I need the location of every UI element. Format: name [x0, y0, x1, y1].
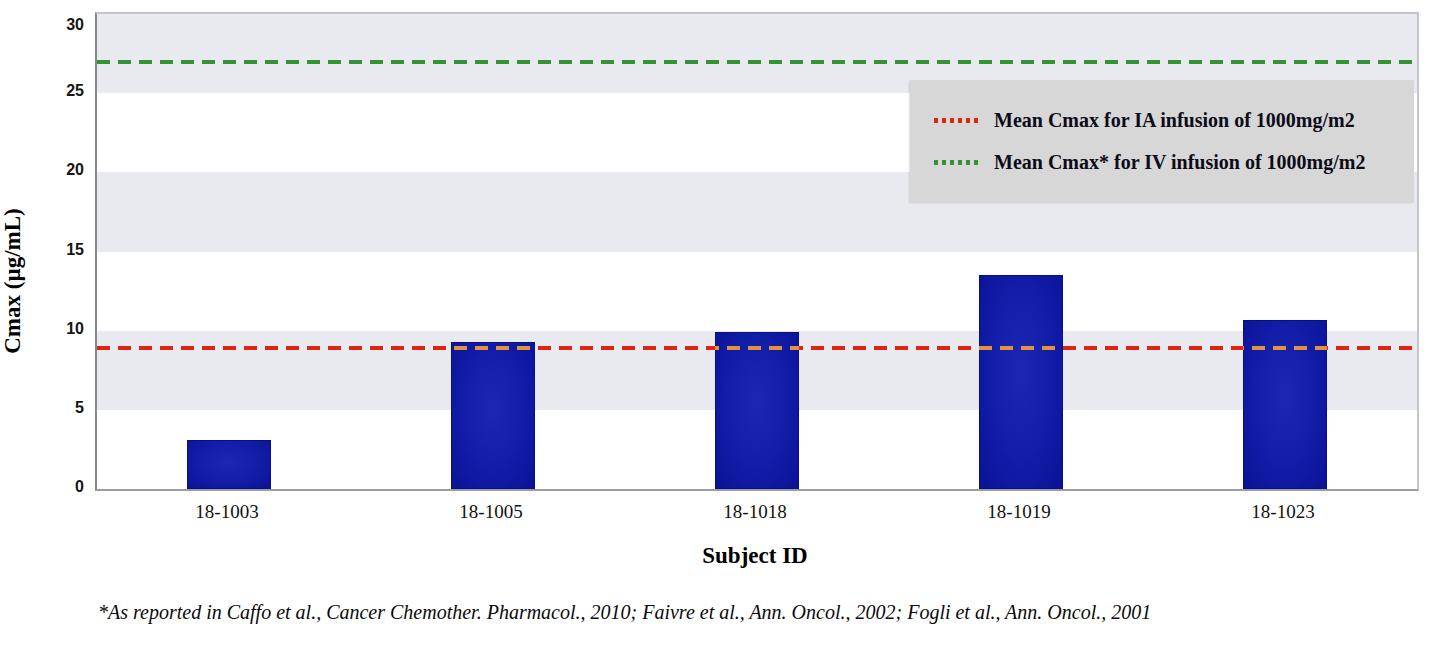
reference-line-over-bar: [979, 346, 1063, 350]
reference-line-over-bar: [451, 346, 535, 350]
chart-figure: Cmax (µg/mL) 051015202530 Mean Cmax for …: [0, 0, 1430, 655]
x-axis-tick-label: 18-1005: [359, 500, 623, 524]
bar-18-1005: [451, 342, 535, 489]
x-axis-tick-label: 18-1018: [623, 500, 887, 524]
y-axis-tick-label: 20: [0, 159, 84, 181]
x-axis-tick-label: 18-1019: [887, 500, 1151, 524]
legend-entry-iv: Mean Cmax* for IV infusion of 1000mg/m2: [934, 151, 1414, 173]
legend-entries: Mean Cmax for IA infusion of 1000mg/m2 Me…: [934, 109, 1414, 173]
reference-line-over-bar: [715, 346, 799, 350]
legend-dotted-swatch-iv: [934, 160, 979, 165]
legend-dotted-swatch-ia: [934, 118, 979, 123]
legend-box: Mean Cmax for IA infusion of 1000mg/m2 Me…: [910, 80, 1414, 202]
y-axis-tick-label: 5: [0, 397, 84, 419]
bar-18-1019: [979, 275, 1063, 489]
legend-entry-ia: Mean Cmax for IA infusion of 1000mg/m2: [934, 109, 1414, 131]
y-axis-tick-label: 30: [0, 14, 84, 36]
footnote: *As reported in Caffo et al., Cancer Che…: [98, 601, 1418, 624]
y-axis-tick-label: 10: [0, 318, 84, 340]
legend-label-iv: Mean Cmax* for IV infusion of 1000mg/m2: [994, 151, 1365, 174]
y-axis-tick-label: 15: [0, 239, 84, 261]
bar-18-1003: [187, 440, 271, 489]
legend-label-ia: Mean Cmax for IA infusion of 1000mg/m2: [994, 109, 1355, 132]
y-axis-tick-label: 0: [0, 476, 84, 498]
y-axis-tick-label: 25: [0, 80, 84, 102]
reference-line-iv: [97, 60, 1417, 64]
x-axis-tick-label: 18-1003: [95, 500, 359, 524]
bar-18-1018: [715, 332, 799, 489]
x-axis-title: Subject ID: [95, 543, 1415, 569]
bar-18-1023: [1243, 320, 1327, 489]
plot-area: Mean Cmax for IA infusion of 1000mg/m2 Me…: [95, 12, 1419, 491]
x-axis-tick-label: 18-1023: [1151, 500, 1415, 524]
reference-line-over-bar: [1243, 346, 1327, 350]
